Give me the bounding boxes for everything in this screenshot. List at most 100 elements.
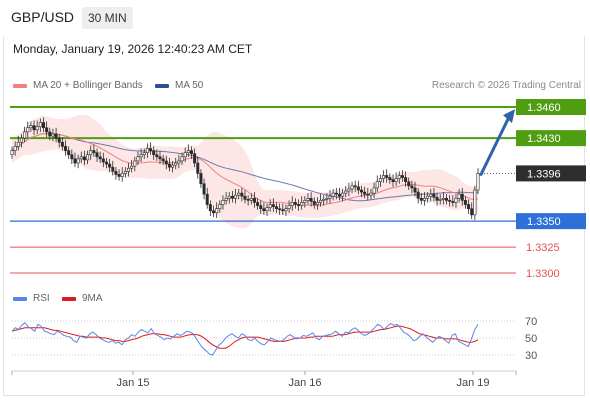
candle-body <box>297 204 301 206</box>
candle-body <box>16 141 20 147</box>
bollinger-band <box>12 114 478 229</box>
candle-body <box>394 178 398 182</box>
candle-body <box>312 201 316 205</box>
candle-body <box>287 205 291 209</box>
candle-body <box>45 127 49 133</box>
candle-body <box>467 204 471 209</box>
candle-body <box>92 150 96 153</box>
rsi-legend-swatch <box>13 297 27 301</box>
x-axis-label: Jan 15 <box>116 377 149 389</box>
candle-body <box>41 122 45 129</box>
rsi-ma-legend-swatch <box>62 297 76 301</box>
rsi-ma-legend-label: 9MA <box>82 293 103 304</box>
candle-body <box>325 198 329 200</box>
candle-body <box>86 154 90 161</box>
candle-body <box>388 177 392 180</box>
candle-body <box>155 154 159 158</box>
ma50-line <box>11 132 479 202</box>
candle-body <box>435 196 439 201</box>
current-price-tag <box>516 165 586 182</box>
candle-body <box>319 200 323 203</box>
candle-body <box>391 179 395 182</box>
candle-body <box>108 163 112 168</box>
candle-body <box>26 127 30 133</box>
bollinger-legend-label: MA 20 + Bollinger Bands <box>33 80 143 91</box>
candle-body <box>177 160 181 164</box>
rsi-tick-label: 50 <box>525 333 537 345</box>
candle-body <box>104 161 108 165</box>
candle-body <box>252 198 256 203</box>
candle-body <box>89 150 93 156</box>
candle-body <box>293 202 297 205</box>
candle-body <box>130 165 134 169</box>
candle-body <box>186 150 190 153</box>
candle-body <box>256 202 260 206</box>
candle-body <box>224 198 228 201</box>
bollinger-legend-swatch <box>13 84 27 88</box>
candle-body <box>309 198 313 202</box>
candle-body <box>57 137 61 143</box>
candle-body <box>60 141 64 147</box>
candle-body <box>353 185 357 188</box>
candle-body <box>259 205 263 209</box>
candle-body <box>315 202 319 205</box>
candle-body <box>180 156 184 162</box>
candle-body <box>189 150 193 154</box>
candle-body <box>183 152 187 158</box>
candle-body <box>407 181 411 187</box>
candle-body <box>328 195 332 199</box>
rsi-tick-label: 70 <box>525 316 537 328</box>
stop-label: 1.3325 <box>526 242 560 254</box>
candle-body <box>171 164 175 168</box>
candle-body <box>274 206 278 209</box>
candle-body <box>366 193 370 196</box>
candle-body <box>98 156 102 160</box>
candle-body <box>268 204 272 208</box>
candle-body <box>385 175 389 178</box>
symbol-label: GBP/USD <box>11 9 75 25</box>
candle-body <box>429 193 433 197</box>
candle-body <box>419 198 423 201</box>
candle-body <box>331 192 335 197</box>
candle-body <box>243 195 247 200</box>
candle-body <box>363 191 367 195</box>
candle-body <box>249 198 253 201</box>
candle-body <box>413 187 417 193</box>
candle-body <box>271 204 275 207</box>
candle-body <box>101 158 105 163</box>
candle-body <box>300 202 304 206</box>
candle-body <box>473 189 477 216</box>
timeframe-button[interactable]: 30 MIN <box>82 7 133 29</box>
candle-body <box>240 192 244 197</box>
candle-body <box>202 183 206 195</box>
candle-body <box>199 173 203 185</box>
candle-body <box>372 187 376 194</box>
candle-body <box>64 146 68 151</box>
candle-body <box>341 192 345 197</box>
candle-body <box>350 185 354 190</box>
candle-body <box>457 193 461 199</box>
candle-body <box>382 175 386 179</box>
resistance-label: 1.3460 <box>527 102 561 114</box>
candle-body <box>448 200 452 202</box>
candle-body <box>284 208 288 212</box>
x-axis-label: Jan 16 <box>288 377 321 389</box>
candle-body <box>19 137 23 143</box>
candle-body <box>281 209 285 212</box>
candle-body <box>215 208 219 214</box>
candle-body <box>369 192 373 196</box>
resistance-tag <box>516 99 586 115</box>
header: GBP/USD 30 MIN <box>0 0 590 36</box>
credit-text: Research © 2026 Trading Central <box>431 80 581 91</box>
candle-body <box>152 150 156 156</box>
candle-body <box>29 125 33 129</box>
candle-body <box>111 166 115 172</box>
candle-body <box>441 198 445 200</box>
candle-body <box>218 204 222 209</box>
timestamp: Monday, January 19, 2026 12:40:23 AM CET <box>13 42 253 56</box>
candle-body <box>73 158 77 164</box>
candle-body <box>48 131 52 137</box>
candle-body <box>463 200 467 205</box>
candle-body <box>476 173 480 191</box>
candle-body <box>344 190 348 194</box>
